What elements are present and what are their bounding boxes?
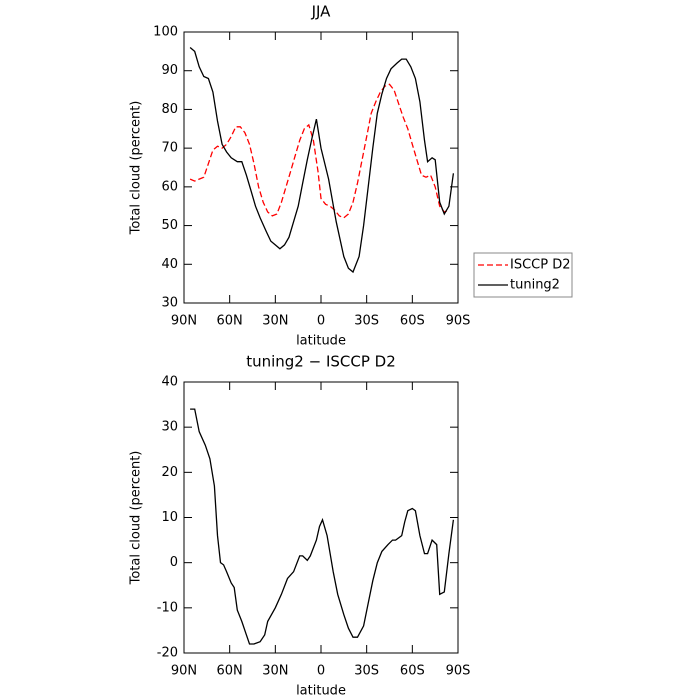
- data-line: [189, 47, 455, 274]
- chart-title: tuning2 − ISCCP D2: [246, 353, 396, 371]
- y-tick-label: 30: [161, 420, 178, 435]
- x-tick-label: 60N: [217, 314, 243, 329]
- chart-title: JJA: [311, 3, 332, 21]
- legend-box: [473, 252, 573, 298]
- legend-label: tuning2: [510, 278, 560, 293]
- y-axis-label: Total cloud (percent): [129, 101, 144, 236]
- y-tick-label: 20: [161, 465, 178, 480]
- y-tick-label: -20: [157, 646, 178, 661]
- x-tick-label: 30N: [262, 314, 288, 329]
- x-tick-label: 30N: [262, 664, 288, 679]
- y-tick-label: 60: [161, 179, 178, 194]
- y-tick-label: 70: [161, 141, 178, 156]
- data-line: [189, 83, 450, 219]
- y-tick-label: -10: [157, 600, 178, 615]
- y-tick-label: 0: [170, 555, 178, 570]
- x-axis-label: latitude: [296, 334, 346, 349]
- plot-frame: [183, 31, 459, 304]
- x-tick-label: 60S: [400, 314, 425, 329]
- x-tick-label: 0: [317, 314, 325, 329]
- x-axis-label: latitude: [296, 684, 346, 699]
- y-tick-label: 90: [161, 63, 178, 78]
- x-tick-label: 30S: [354, 664, 379, 679]
- y-tick-label: 30: [161, 296, 178, 311]
- data-line: [190, 408, 455, 645]
- x-tick-label: 90N: [171, 314, 197, 329]
- x-tick-label: 60S: [400, 664, 425, 679]
- x-tick-label: 60N: [217, 664, 243, 679]
- x-tick-label: 90S: [446, 664, 471, 679]
- y-tick-label: 80: [161, 102, 178, 117]
- x-tick-label: 30S: [354, 314, 379, 329]
- y-tick-label: 50: [161, 218, 178, 233]
- y-tick-label: 40: [161, 257, 178, 272]
- legend-label: ISCCP D2: [510, 258, 571, 273]
- y-tick-label: 100: [153, 25, 178, 40]
- y-axis-label: Total cloud (percent): [129, 451, 144, 586]
- x-tick-label: 90N: [171, 664, 197, 679]
- y-tick-label: 10: [161, 510, 178, 525]
- x-tick-label: 0: [317, 664, 325, 679]
- y-tick-label: 40: [161, 375, 178, 390]
- x-tick-label: 90S: [446, 314, 471, 329]
